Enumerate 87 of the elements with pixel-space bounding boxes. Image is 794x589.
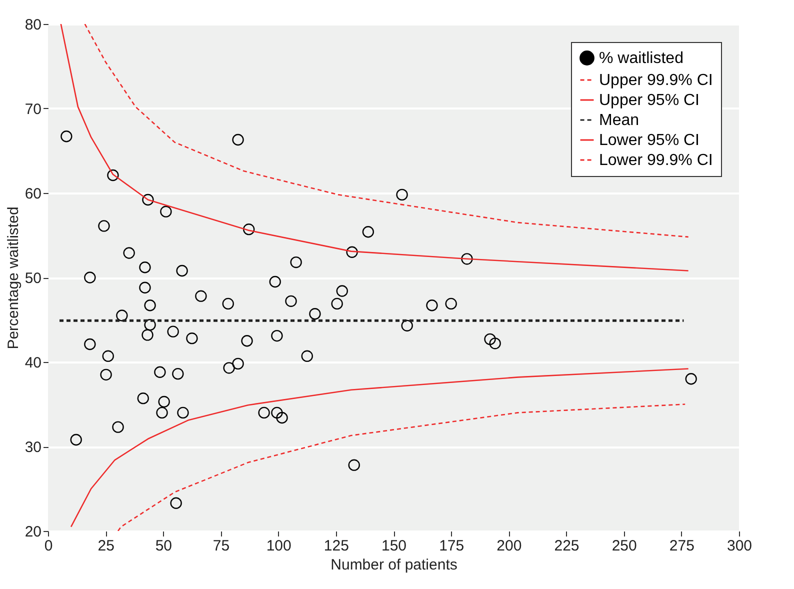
point xyxy=(176,264,188,277)
point xyxy=(84,272,96,284)
point xyxy=(290,256,302,268)
y-tick-label: 30 xyxy=(24,439,42,456)
x-tick-label: 200 xyxy=(496,538,522,554)
x-axis-title: Number of patients xyxy=(330,556,458,574)
point xyxy=(396,188,408,201)
point xyxy=(60,130,72,142)
x-tick-label: 250 xyxy=(612,538,637,554)
point xyxy=(158,396,170,408)
point xyxy=(186,332,198,344)
point xyxy=(232,134,244,146)
point xyxy=(301,350,313,362)
point xyxy=(137,392,149,404)
point xyxy=(285,295,297,307)
point xyxy=(271,406,283,419)
point xyxy=(142,329,154,341)
y-tick-label: 40 xyxy=(24,354,42,372)
line-series xyxy=(70,368,689,528)
point xyxy=(258,406,270,419)
point xyxy=(222,298,234,310)
legend-label: Upper 95% CI xyxy=(599,92,700,109)
point xyxy=(144,318,156,331)
point xyxy=(271,330,283,342)
point xyxy=(156,406,168,419)
legend-label: Mean xyxy=(599,112,640,129)
point xyxy=(154,366,166,378)
point xyxy=(107,169,119,182)
y-tick-label: 80 xyxy=(24,16,42,34)
y-tick-label: 60 xyxy=(24,186,42,202)
point xyxy=(331,298,343,310)
point xyxy=(489,338,501,350)
point xyxy=(144,300,156,312)
y-tick-label: 70 xyxy=(24,101,42,118)
point xyxy=(84,338,96,350)
point xyxy=(241,335,253,347)
x-tick-label: 225 xyxy=(554,538,580,554)
point xyxy=(139,262,151,274)
point xyxy=(139,282,151,294)
point xyxy=(269,276,281,288)
y-tick-label: 20 xyxy=(24,524,42,540)
point xyxy=(100,368,112,381)
point xyxy=(102,350,114,362)
y-axis-title: Percentage waitlisted xyxy=(4,206,22,350)
line-series xyxy=(117,404,686,531)
point xyxy=(309,308,321,320)
x-tick-label: 125 xyxy=(324,538,349,554)
point xyxy=(243,224,255,236)
x-tick-label: 25 xyxy=(98,538,114,554)
x-tick-label: 175 xyxy=(439,538,464,554)
point xyxy=(685,373,697,385)
x-tick-label: 300 xyxy=(726,538,752,554)
point xyxy=(160,206,172,218)
x-tick-label: 0 xyxy=(44,538,53,554)
legend-label: Lower 95% CI xyxy=(599,132,700,149)
x-tick-label: 50 xyxy=(155,538,172,554)
point xyxy=(172,368,184,380)
point xyxy=(116,310,128,322)
x-tick-label: 75 xyxy=(212,538,230,554)
y-tick-label: 50 xyxy=(24,270,42,287)
point xyxy=(484,333,496,346)
point xyxy=(346,246,358,258)
point xyxy=(223,362,235,374)
x-tick-label: 100 xyxy=(266,538,292,554)
point xyxy=(112,421,124,433)
point xyxy=(348,459,360,471)
x-tick-label: 275 xyxy=(669,538,694,554)
point xyxy=(167,326,179,338)
point xyxy=(336,285,348,297)
point xyxy=(445,298,457,310)
point xyxy=(195,290,207,302)
legend-label: Upper 99.9% CI xyxy=(599,72,713,89)
point xyxy=(362,226,374,238)
x-tick-label: 150 xyxy=(381,538,407,554)
point xyxy=(461,253,473,265)
point xyxy=(232,358,244,370)
point xyxy=(177,406,189,419)
point xyxy=(170,497,182,509)
point xyxy=(276,412,288,424)
point xyxy=(70,434,82,446)
legend-label: Lower 99.9% CI xyxy=(599,152,713,169)
point xyxy=(98,220,110,232)
point xyxy=(401,320,413,332)
point xyxy=(426,300,438,312)
point xyxy=(123,247,135,259)
legend-label: % waitlisted xyxy=(599,50,684,67)
point xyxy=(142,194,154,206)
